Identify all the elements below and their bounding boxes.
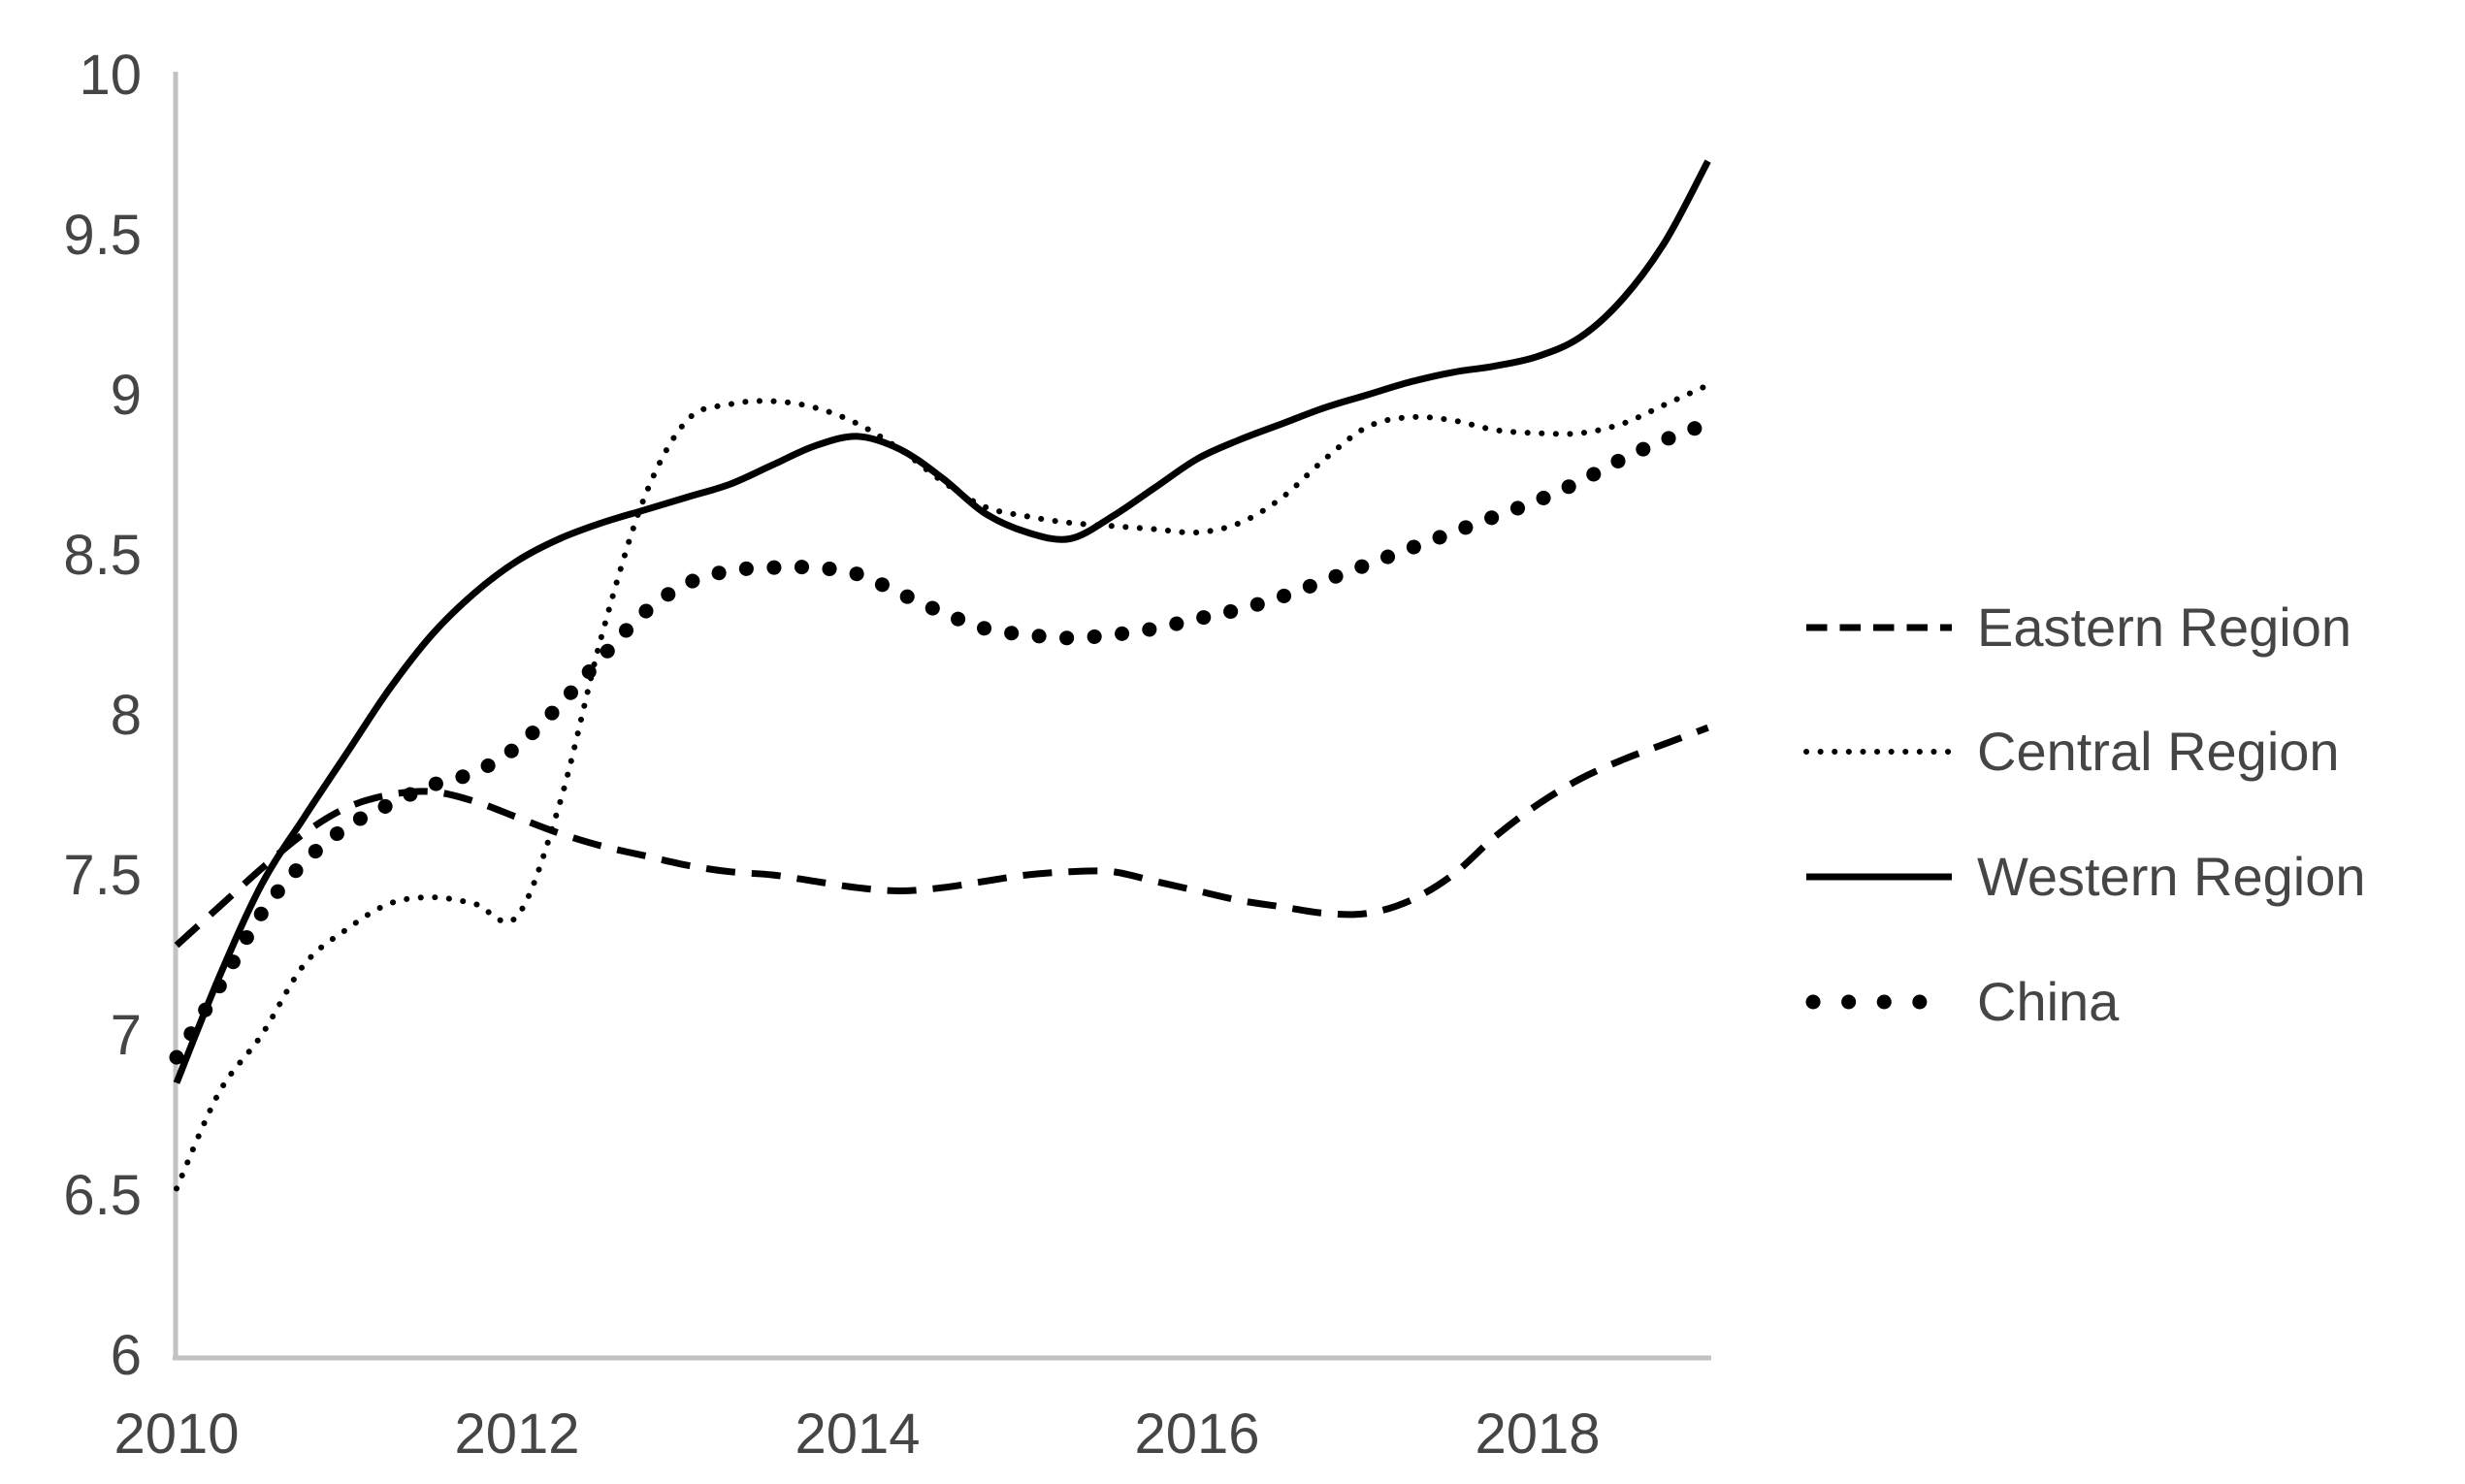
legend: Eastern Region Central Region Western Re… xyxy=(1803,597,2366,1032)
legend-label: Central Region xyxy=(1977,721,2340,782)
legend-item-eastern-region: Eastern Region xyxy=(1806,597,2351,658)
legend-label: Western Region xyxy=(1977,846,2366,907)
y-tick-label: 8.5 xyxy=(63,524,142,587)
series-line-eastern-region xyxy=(174,724,1709,949)
x-tick-label: 2016 xyxy=(1134,1403,1259,1466)
y-tick-label: 6 xyxy=(111,1324,142,1387)
y-tick-label: 10 xyxy=(79,44,142,107)
y-tick-label: 8 xyxy=(111,684,142,747)
legend-label: China xyxy=(1977,971,2120,1032)
y-tick-label: 9 xyxy=(111,364,142,427)
x-tick-label: 2014 xyxy=(795,1403,920,1466)
legend-item-central-region: Central Region xyxy=(1803,721,2340,782)
legend-label: Eastern Region xyxy=(1977,597,2351,658)
x-axis-tick-labels: 2010 2012 2014 2016 2018 xyxy=(114,1403,1600,1466)
plot-series xyxy=(169,159,1716,1192)
series-line-western-region xyxy=(173,159,1711,1084)
x-tick-label: 2010 xyxy=(114,1403,239,1466)
y-tick-label: 6.5 xyxy=(63,1164,142,1227)
legend-item-western-region: Western Region xyxy=(1806,846,2366,907)
legend-item-china: China xyxy=(1805,971,2120,1032)
x-tick-label: 2012 xyxy=(454,1403,579,1466)
y-axis-tick-labels: 10 9.5 9 8.5 8 7.5 7 6.5 6 xyxy=(63,44,142,1387)
series-line-china xyxy=(169,416,1716,1065)
x-tick-label: 2018 xyxy=(1475,1403,1600,1466)
y-tick-label: 7.5 xyxy=(63,844,142,907)
y-tick-label: 7 xyxy=(111,1004,142,1067)
y-tick-label: 9.5 xyxy=(63,204,142,267)
series-line-central-region xyxy=(174,382,1711,1192)
